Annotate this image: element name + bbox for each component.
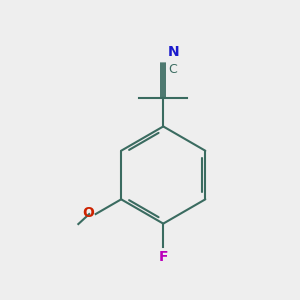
Text: O: O — [82, 206, 94, 220]
Text: N: N — [168, 45, 180, 59]
Text: C: C — [168, 62, 177, 76]
Text: F: F — [158, 250, 168, 264]
